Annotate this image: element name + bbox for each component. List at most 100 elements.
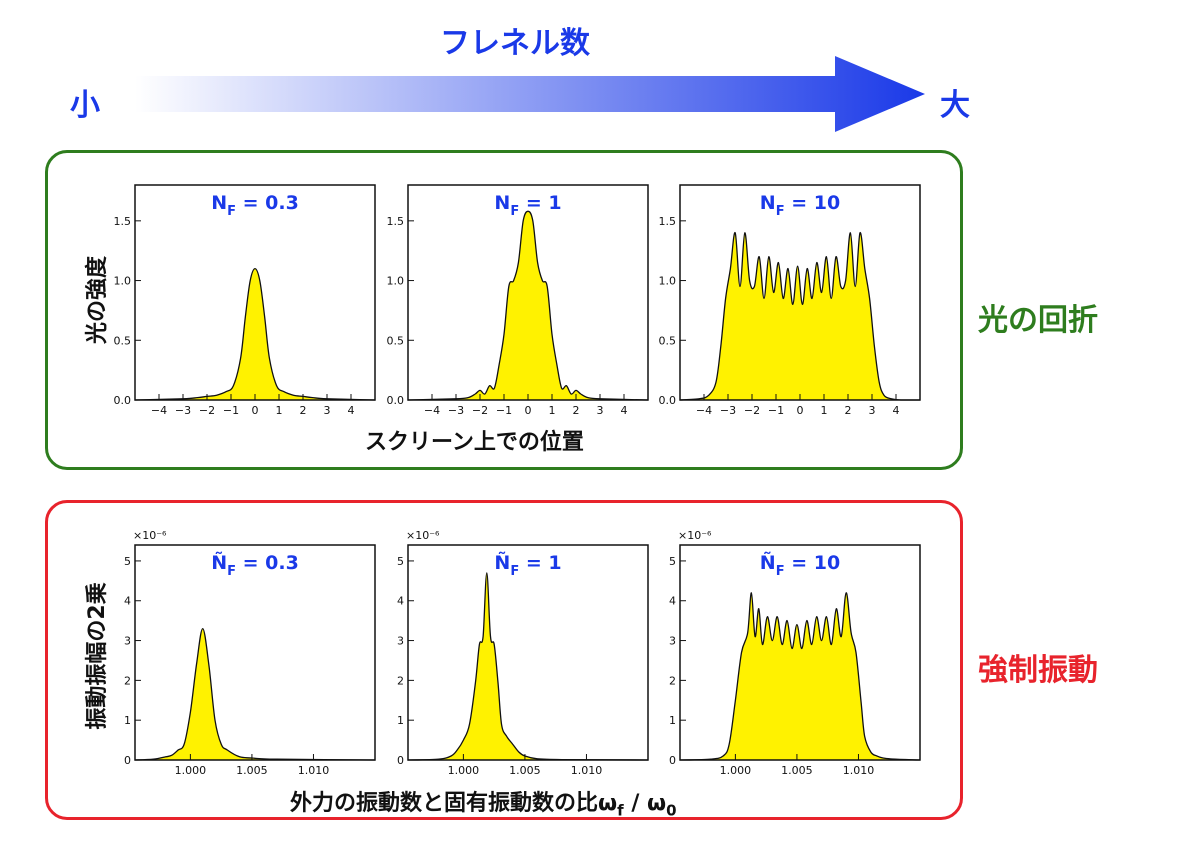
x-tick-label: −1: [496, 404, 512, 417]
y-tick-label: 0.0: [114, 394, 132, 407]
plot-title: ÑF = 1: [494, 550, 561, 579]
area-fill: [135, 628, 375, 760]
x-tick-label: −2: [744, 404, 760, 417]
x-tick-label: −3: [720, 404, 736, 417]
diffraction-side-label: 光の回折: [978, 303, 1098, 338]
y-tick-label: 1.0: [659, 275, 677, 288]
y-tick-label: 1.5: [659, 215, 677, 228]
x-tick-label: 0: [252, 404, 259, 417]
y-tick-label: 1.5: [387, 215, 405, 228]
diffraction-panel: [45, 150, 963, 470]
y-multiplier-label: ×10⁻⁶: [133, 529, 167, 542]
series-line: [407, 210, 649, 401]
x-tick-label: −4: [424, 404, 440, 417]
y-tick-label: 2: [397, 674, 404, 687]
y-tick-label: 3: [669, 635, 676, 648]
y-tick-label: 5: [124, 555, 131, 568]
y-tick-label: 0.5: [114, 334, 132, 347]
y-tick-label: 1.0: [114, 275, 132, 288]
x-tick-label: −1: [768, 404, 784, 417]
y-tick-label: 1: [397, 714, 404, 727]
x-tick-label: 2: [845, 404, 852, 417]
x-tick-label: 0: [797, 404, 804, 417]
y-tick-label: 0: [397, 754, 404, 767]
x-tick-label: 2: [300, 404, 307, 417]
area-fill: [680, 232, 920, 400]
y-tick-label: 5: [669, 555, 676, 568]
y-tick-label: 0.0: [659, 394, 677, 407]
y-tick-label: 1: [124, 714, 131, 727]
screen-position-axis-label: スクリーン上での位置: [365, 430, 584, 455]
plot-title: NF = 1: [494, 192, 561, 219]
gradient-arrow: [135, 56, 925, 132]
area-fill: [408, 572, 648, 760]
x-tick-label: 1.010: [298, 764, 330, 777]
y-tick-label: 2: [124, 674, 131, 687]
x-tick-label: 1: [276, 404, 283, 417]
x-tick-label: 3: [869, 404, 876, 417]
series-line: [679, 592, 921, 761]
x-tick-label: 1.005: [781, 764, 813, 777]
area-fill: [408, 211, 648, 400]
x-tick-label: 1.010: [843, 764, 875, 777]
large-label: 大: [940, 88, 970, 123]
y-tick-label: 5: [397, 555, 404, 568]
area-fill: [135, 268, 375, 400]
y-tick-label: 4: [124, 595, 131, 608]
series-line: [134, 267, 376, 401]
y-tick-label: 3: [397, 635, 404, 648]
x-tick-label: 0: [525, 404, 532, 417]
x-tick-label: −3: [175, 404, 191, 417]
y-multiplier-label: ×10⁻⁶: [406, 529, 440, 542]
oscillation-side-label: 強制振動: [978, 653, 1098, 688]
x-tick-label: 1: [821, 404, 828, 417]
x-tick-label: 1.000: [448, 764, 480, 777]
y-tick-label: 2: [669, 674, 676, 687]
x-tick-label: 1.000: [175, 764, 207, 777]
y-tick-label: 1.5: [114, 215, 132, 228]
x-tick-label: 1.010: [571, 764, 603, 777]
plot-title: NF = 10: [760, 192, 840, 219]
area-fill: [680, 592, 920, 760]
x-tick-label: 1: [549, 404, 556, 417]
plot-title: ÑF = 0.3: [211, 550, 299, 579]
y-tick-label: 0: [124, 754, 131, 767]
plot-frame: [679, 544, 921, 761]
y-tick-label: 4: [397, 595, 404, 608]
plot-title: ÑF = 10: [760, 550, 840, 579]
x-tick-label: −2: [199, 404, 215, 417]
y-tick-label: 1: [669, 714, 676, 727]
x-tick-label: −4: [696, 404, 712, 417]
x-tick-label: 1.005: [509, 764, 541, 777]
y-tick-label: 4: [669, 595, 676, 608]
x-tick-label: −3: [448, 404, 464, 417]
y-tick-label: 0: [669, 754, 676, 767]
frequency-ratio-axis-label: 外力の振動数と固有振動数の比ωf / ω0: [290, 791, 677, 820]
x-tick-label: −4: [151, 404, 167, 417]
x-tick-label: 3: [597, 404, 604, 417]
series-line: [407, 572, 649, 761]
y-tick-label: 0.0: [387, 394, 405, 407]
y-tick-label: 0.5: [659, 334, 677, 347]
y-tick-label: 3: [124, 635, 131, 648]
y-tick-label: 1.0: [387, 275, 405, 288]
y-tick-label: 0.5: [387, 334, 405, 347]
series-line: [679, 232, 920, 401]
plot-frame: [134, 544, 376, 761]
oscillation-panel: [45, 500, 963, 820]
x-tick-label: 4: [893, 404, 900, 417]
x-tick-label: 1.000: [720, 764, 752, 777]
x-tick-label: 4: [348, 404, 355, 417]
fresnel-number-title: フレネル数: [440, 26, 590, 61]
x-tick-label: 2: [573, 404, 580, 417]
x-tick-label: −2: [472, 404, 488, 417]
series-line: [134, 627, 376, 761]
small-label: 小: [70, 88, 100, 123]
x-tick-label: 3: [324, 404, 331, 417]
y-multiplier-label: ×10⁻⁶: [678, 529, 712, 542]
plot-title: NF = 0.3: [211, 192, 299, 219]
x-tick-label: 1.005: [236, 764, 268, 777]
x-tick-label: 4: [621, 404, 628, 417]
plot-frame: [407, 544, 649, 761]
